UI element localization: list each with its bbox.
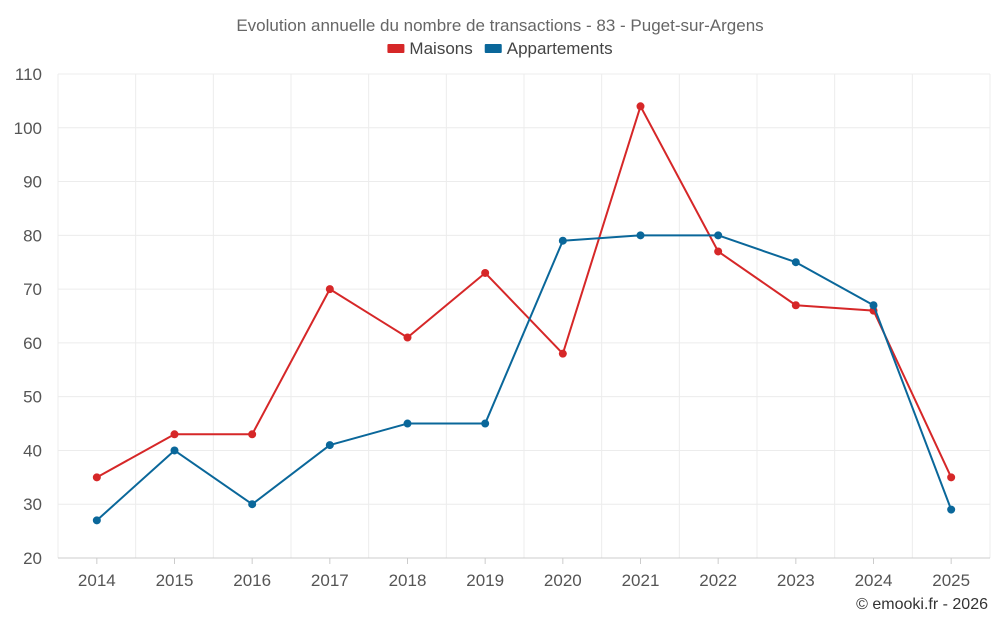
credit-text: © emooki.fr - 2026 <box>856 596 988 613</box>
chart-title: Evolution annuelle du nombre de transact… <box>236 16 763 35</box>
legend-label: Appartements <box>507 39 613 58</box>
data-point[interactable] <box>248 500 257 509</box>
data-point[interactable] <box>714 231 723 240</box>
grid <box>57 73 991 558</box>
x-tick-label: 2014 <box>78 571 116 590</box>
x-tick-label: 2017 <box>311 571 349 590</box>
x-tick-label: 2020 <box>544 571 582 590</box>
data-point[interactable] <box>791 258 800 267</box>
legend-swatch <box>387 44 405 53</box>
data-point[interactable] <box>869 301 878 310</box>
data-point[interactable] <box>481 419 490 428</box>
data-point[interactable] <box>170 446 179 455</box>
y-tick-label: 100 <box>14 119 42 138</box>
data-point[interactable] <box>481 268 490 277</box>
x-tick-label: 2016 <box>233 571 271 590</box>
data-point[interactable] <box>325 441 334 450</box>
y-tick-label: 70 <box>23 280 42 299</box>
legend-label: Maisons <box>409 39 472 58</box>
series-maisons <box>92 102 956 482</box>
series-line-appartements <box>96 234 953 522</box>
x-tick-label: 2025 <box>932 571 970 590</box>
y-tick-label: 30 <box>23 495 42 514</box>
axes: 20 30 40 50 60 70 80 90 100 110 2014 2015 2016 2017 20… <box>14 65 990 590</box>
x-tick-label: 2023 <box>777 571 815 590</box>
data-point[interactable] <box>947 473 956 482</box>
series <box>92 102 956 525</box>
y-tick-label: 110 <box>15 65 42 84</box>
data-point[interactable] <box>947 505 956 514</box>
data-point[interactable] <box>558 236 567 245</box>
y-tick-label: 20 <box>23 549 42 568</box>
legend-item-maisons[interactable]: Maisons <box>387 39 473 58</box>
x-tick-label: 2019 <box>466 571 504 590</box>
data-point[interactable] <box>325 285 334 294</box>
y-tick-label: 50 <box>23 388 42 407</box>
data-point[interactable] <box>791 301 800 310</box>
x-tick-label: 2018 <box>389 571 427 590</box>
y-tick-label: 80 <box>23 226 42 245</box>
y-tick-label: 60 <box>23 334 42 353</box>
legend: Maisons Appartements <box>387 39 613 58</box>
data-point[interactable] <box>170 430 179 439</box>
x-tick-label: 2022 <box>699 571 737 590</box>
data-point[interactable] <box>403 419 412 428</box>
data-point[interactable] <box>92 473 101 482</box>
x-tick-label: 2021 <box>622 571 660 590</box>
series-appartements <box>92 231 956 525</box>
y-tick-label: 40 <box>23 441 42 460</box>
data-point[interactable] <box>92 516 101 525</box>
data-point[interactable] <box>248 430 257 439</box>
data-point[interactable] <box>636 102 645 111</box>
legend-swatch <box>484 44 502 53</box>
series-line-maisons <box>96 105 953 479</box>
legend-item-appartements[interactable]: Appartements <box>484 39 613 58</box>
y-tick-label: 90 <box>23 173 42 192</box>
x-tick-label: 2015 <box>156 571 194 590</box>
x-tick-label: 2024 <box>855 571 893 590</box>
data-point[interactable] <box>558 349 567 358</box>
data-point[interactable] <box>714 247 723 256</box>
data-point[interactable] <box>403 333 412 342</box>
data-point[interactable] <box>636 231 645 240</box>
